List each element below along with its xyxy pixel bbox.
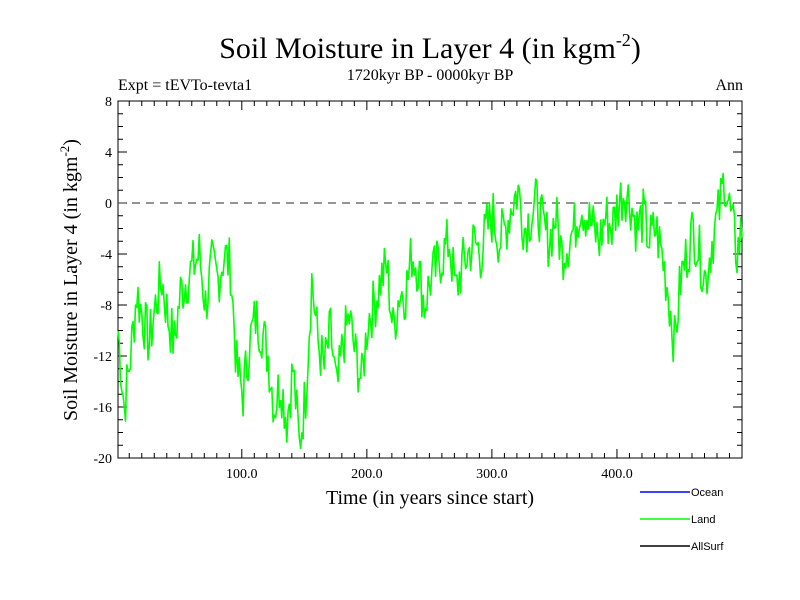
series-group (117, 172, 743, 450)
series-line-land (117, 172, 743, 450)
x-tick-label: 300.0 (476, 467, 508, 482)
y-tick-label: -20 (93, 452, 112, 467)
chart-title: Soil Moisture in Layer 4 (in kgm-2) (219, 30, 641, 65)
y-axis-label-sup: -2 (57, 146, 72, 157)
plot-frame (117, 100, 743, 459)
legend-label-land: Land (691, 514, 715, 526)
legend-label-allsurf: AllSurf (691, 541, 724, 553)
x-axis-label: Time (in years since start) (326, 487, 534, 509)
y-axis-label: Soil Moisture in Layer 4 (in kgm-2) (57, 139, 82, 421)
x-ticks: 100.0 200.0 300.0 400.0 (128, 101, 743, 482)
chart-subtitle: 1720kyr BP - 0000kyr BP (347, 67, 514, 84)
season-label: Ann (715, 77, 743, 94)
y-tick-label: -8 (100, 299, 112, 314)
chart-title-main: Soil Moisture in Layer 4 (in kgm (219, 32, 616, 65)
y-tick-label: 8 (105, 95, 112, 110)
chart-title-close: ) (631, 32, 641, 65)
chart-title-sup: -2 (616, 30, 631, 50)
y-axis-label-close: ) (60, 139, 82, 146)
plot-area: 8 4 0 -4 -8 -12 -16 -20 100.0 200.0 300.0 400.0 (93, 95, 743, 482)
y-tick-label: -12 (93, 350, 112, 365)
x-tick-label: 200.0 (351, 467, 383, 482)
y-tick-label: -4 (100, 248, 112, 263)
x-tick-label: 100.0 (226, 467, 258, 482)
legend-label-ocean: Ocean (691, 487, 723, 499)
y-tick-label: -16 (93, 401, 112, 416)
legend: Ocean Land AllSurf (640, 487, 724, 553)
y-tick-label: 0 (105, 197, 112, 212)
y-axis-label-main: Soil Moisture in Layer 4 (in kgm (60, 156, 82, 421)
x-tick-label: 400.0 (601, 467, 633, 482)
y-tick-label: 4 (105, 146, 112, 161)
experiment-label: Expt = tEVTo-tevta1 (118, 77, 252, 94)
